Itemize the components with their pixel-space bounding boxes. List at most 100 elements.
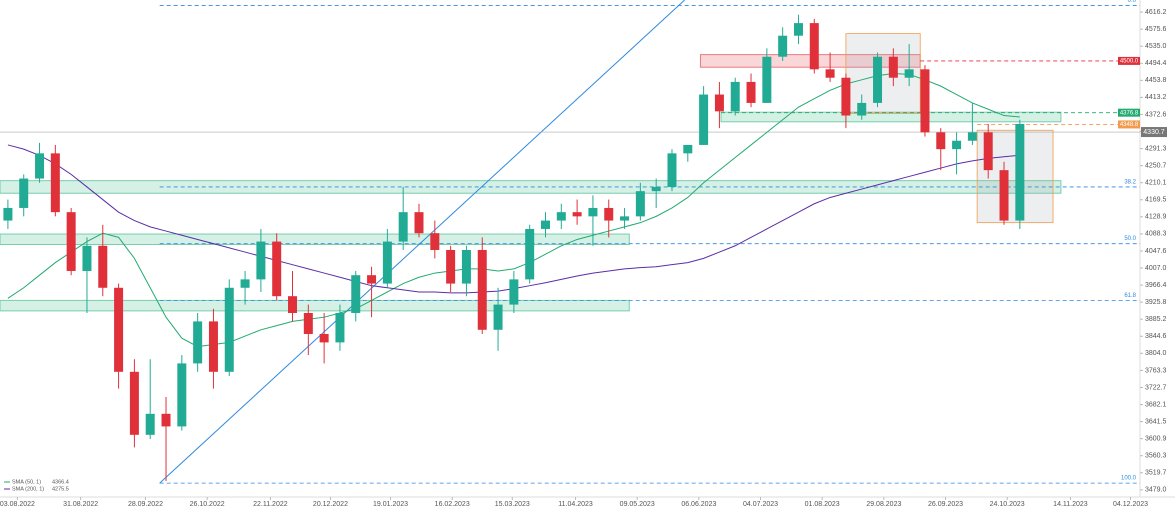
x-tick-label: 24.10.2023 <box>990 501 1025 508</box>
x-tick-label: 15.03.2023 <box>495 501 530 508</box>
y-tick-label: 4372.6 <box>1145 111 1167 118</box>
candle-body <box>66 212 76 271</box>
candle-body <box>303 312 313 334</box>
y-tick-label: 3519.7 <box>1145 470 1167 477</box>
fib-label: 0.0 <box>1128 0 1137 4</box>
y-tick-label: 4616.2 <box>1145 9 1167 16</box>
candle-body <box>319 333 329 343</box>
fib-label: 38.2 <box>1124 180 1136 186</box>
fib-label: 50.0 <box>1124 236 1136 242</box>
candle-body <box>983 132 993 171</box>
candle-body <box>430 233 440 250</box>
y-tick-label: 3682.1 <box>1145 401 1167 408</box>
candle-body <box>50 153 60 213</box>
candle-body <box>873 56 883 103</box>
candle-body <box>477 249 487 330</box>
y-tick-label: 4535.0 <box>1145 43 1167 50</box>
legend-name: SMA (50, 1) <box>12 479 41 485</box>
candle-body <box>193 321 203 364</box>
moving-average <box>7 73 1020 348</box>
trendline <box>159 0 685 484</box>
zone <box>720 111 1062 123</box>
y-tick-label: 3966.4 <box>1145 282 1167 289</box>
last-price-tag <box>1141 127 1167 138</box>
y-tick-label: 4453.8 <box>1145 77 1167 84</box>
candle-body <box>288 296 298 313</box>
x-tick-label: 19.01.2023 <box>373 501 408 508</box>
candle-body <box>762 56 772 103</box>
x-tick-label: 01.08.2023 <box>805 501 840 508</box>
candle-body <box>509 279 519 305</box>
candle-body <box>240 279 250 288</box>
price-tag <box>1118 120 1140 129</box>
last-price-label: 4330.7 <box>1143 129 1165 136</box>
candle-body <box>857 102 867 116</box>
candle-body <box>525 228 535 280</box>
candle-body <box>620 216 630 221</box>
x-tick-label: 06.06.2023 <box>681 501 716 508</box>
candle-body <box>730 81 740 112</box>
y-tick-label: 4250.7 <box>1145 162 1167 169</box>
candle-body <box>683 144 693 154</box>
x-tick-label: 03.08.2022 <box>0 501 35 508</box>
y-tick-label: 3804.0 <box>1145 350 1167 357</box>
candle-body <box>651 186 661 192</box>
candle-body <box>699 94 709 145</box>
x-tick-label: 20.12.2022 <box>313 501 348 508</box>
x-tick-label: 04.07.2023 <box>743 501 778 508</box>
legend-value: 4366.4 <box>52 479 69 485</box>
candle-body <box>19 178 29 208</box>
candle-body <box>351 275 361 313</box>
x-tick-label: 29.08.2023 <box>866 501 901 508</box>
candle-body <box>35 153 45 179</box>
price-tag <box>1118 56 1140 65</box>
candle-body <box>588 207 598 217</box>
candle-body <box>936 132 946 150</box>
candle-body <box>888 56 898 78</box>
y-tick-label: 3641.5 <box>1145 418 1167 425</box>
zone <box>0 299 630 312</box>
candle-body <box>335 312 345 343</box>
candle-body <box>129 371 139 435</box>
candle-body <box>556 212 566 221</box>
x-tick-label: 14.11.2023 <box>1053 501 1088 508</box>
y-tick-label: 4007.0 <box>1145 265 1167 272</box>
y-tick-label: 3885.2 <box>1145 316 1167 323</box>
candle-body <box>604 207 614 221</box>
y-tick-label: 3925.8 <box>1145 299 1167 306</box>
candle-body <box>809 23 819 70</box>
y-tick-label: 4494.4 <box>1145 60 1167 67</box>
fib-label: 61.8 <box>1124 293 1136 299</box>
candle-body <box>256 241 266 280</box>
candle-body <box>398 212 408 242</box>
candle-body <box>446 249 456 284</box>
candle-body <box>793 23 803 36</box>
candle-body <box>367 275 377 284</box>
y-tick-label: 4210.1 <box>1145 180 1167 187</box>
candle-body <box>224 287 234 372</box>
legend-name: SMA (200, 1) <box>12 486 44 492</box>
candle-body <box>3 207 13 221</box>
candle-body <box>208 321 218 372</box>
x-tick-label: 28.09.2022 <box>128 501 163 508</box>
candle-body <box>746 81 756 103</box>
y-tick-label: 3560.3 <box>1145 453 1167 460</box>
x-tick-label: 16.02.2023 <box>435 501 470 508</box>
y-tick-label: 4047.6 <box>1145 248 1167 255</box>
x-tick-label: 31.08.2022 <box>63 501 98 508</box>
candle-body <box>145 413 155 435</box>
candle-body <box>841 77 851 116</box>
x-tick-label: 26.10.2022 <box>190 501 225 508</box>
y-tick-label: 4575.6 <box>1145 26 1167 33</box>
candle-body <box>414 212 424 234</box>
candle-body <box>382 241 392 284</box>
x-tick-label: 04.12.2023 <box>1113 501 1148 508</box>
legend-value: 4275.5 <box>52 486 69 492</box>
x-tick-label: 11.04.2023 <box>558 501 593 508</box>
candle-body <box>82 245 92 271</box>
y-tick-label: 4088.3 <box>1145 231 1167 238</box>
candle-body <box>952 140 962 150</box>
candle-body <box>714 94 724 112</box>
